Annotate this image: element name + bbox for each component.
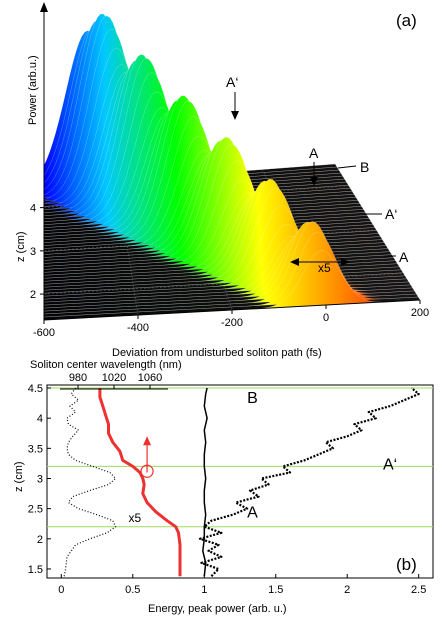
series-line-1 bbox=[98, 388, 182, 577]
panel-a-z-ticks: 2 3 4 bbox=[30, 203, 44, 301]
red-arrow-head bbox=[143, 436, 152, 446]
arrowhead-scale-right bbox=[341, 258, 350, 266]
z-tick-label-0: 2 bbox=[30, 289, 36, 301]
panel-b-label: (b) bbox=[396, 555, 417, 574]
annotation-b-right: B bbox=[360, 159, 369, 175]
panel-a-x-ticks: -600 -400 -200 0 200 bbox=[33, 300, 429, 339]
x-axis-label-b: Energy, peak power (arb. u.) bbox=[148, 603, 287, 615]
x-tick-label-b-0: 0 bbox=[58, 584, 64, 596]
x-tick-label-a-2: -200 bbox=[221, 317, 243, 329]
z-tick-label-2: 4 bbox=[30, 203, 36, 215]
surface-ridge-10 bbox=[43, 178, 402, 291]
x-tick-label-a-4: 200 bbox=[411, 307, 429, 319]
y-tick-label-b-5: 4 bbox=[37, 413, 43, 425]
x-tick-label-a-0: -600 bbox=[33, 327, 55, 339]
power-axis-label: Power (arb.u.) bbox=[27, 55, 39, 125]
z-axis-label-a: z (cm) bbox=[15, 231, 27, 262]
panel-b-x-ticks: 0 0.5 1 1.5 2 2.5 bbox=[58, 574, 426, 596]
panel-b-top-ticks: 980 1020 1060 bbox=[60, 372, 168, 390]
top-axis-label: Soliton center wavelength (nm) bbox=[30, 359, 182, 371]
top-tick-label-0: 980 bbox=[69, 372, 87, 384]
x-tick-label-a-1: -400 bbox=[127, 322, 149, 334]
region-label-0: A bbox=[247, 505, 258, 522]
arrowhead-a-prime-top bbox=[231, 111, 239, 120]
x-tick-label-b-3: 1.5 bbox=[268, 584, 283, 596]
series-line-3 bbox=[198, 387, 420, 577]
x-tick-label-b-1: 0.5 bbox=[125, 584, 140, 596]
z-tick-label-1: 3 bbox=[30, 246, 36, 258]
x-axis-label-a: Deviation from undisturbed soliton path … bbox=[112, 347, 322, 359]
annotation-a-top: A bbox=[309, 145, 319, 161]
x-tick-label-b-5: 2.5 bbox=[411, 584, 426, 596]
panel-a-surface-plot: (a) Power (arb.u.) z (cm) 2 3 4 -600 -400 -2… bbox=[15, 2, 429, 359]
panel-a-label: (a) bbox=[396, 11, 417, 30]
tick-b-right bbox=[337, 165, 357, 169]
floor-grid-line-4 bbox=[334, 163, 421, 301]
x-tick-label-b-4: 2 bbox=[344, 584, 350, 596]
surface-ridge-16 bbox=[43, 160, 390, 273]
series-line-0 bbox=[63, 387, 117, 577]
panel-b-line-plot: Soliton center wavelength (nm) 1.5 2 2.5 3 3… bbox=[13, 359, 434, 615]
region-label-1: A‘ bbox=[383, 456, 397, 473]
arrowhead-scale-left bbox=[290, 258, 299, 266]
y-tick-label-b-6: 4.5 bbox=[28, 383, 43, 395]
region-label-2: B bbox=[247, 390, 258, 407]
panel-b-series bbox=[63, 387, 420, 577]
annotation-scale-x5: x5 bbox=[318, 261, 331, 275]
y-tick-label-b-0: 1.5 bbox=[28, 564, 43, 576]
horizontal-reference-lines bbox=[47, 387, 433, 528]
x-tick-label-a-3: 0 bbox=[323, 312, 329, 324]
x-tick-label-b-2: 1 bbox=[201, 584, 207, 596]
panel-b-region-labels: A A‘ Bx5 bbox=[128, 390, 397, 525]
top-tick-label-1: 1020 bbox=[102, 372, 126, 384]
surface-ridge-11 bbox=[43, 180, 400, 288]
annotation-a-prime-top: A‘ bbox=[226, 74, 238, 90]
series-line-2 bbox=[202, 387, 208, 577]
top-tick-label-2: 1060 bbox=[138, 372, 162, 384]
surface-ridge-12 bbox=[43, 188, 398, 285]
y-tick-label-b-1: 2 bbox=[37, 534, 43, 546]
surface-ridges bbox=[43, 13, 421, 321]
z-axis-label-b: z (cm) bbox=[13, 461, 25, 492]
y-tick-label-b-2: 2.5 bbox=[28, 504, 43, 516]
panel-b-y-ticks: 1.5 2 2.5 3 3.5 4 4.5 bbox=[28, 383, 51, 576]
y-tick-label-b-3: 3 bbox=[37, 473, 43, 485]
annotation-a-right: A bbox=[399, 249, 409, 265]
scale-label-x5: x5 bbox=[128, 511, 141, 525]
arrowhead-a-top bbox=[310, 177, 318, 186]
y-tick-label-b-4: 3.5 bbox=[28, 443, 43, 455]
surface-ridge-15 bbox=[43, 179, 392, 276]
plot-b-frame bbox=[46, 384, 434, 579]
annotation-a-prime-right: A‘ bbox=[385, 206, 397, 222]
z-axis-arrowhead bbox=[40, 2, 48, 12]
